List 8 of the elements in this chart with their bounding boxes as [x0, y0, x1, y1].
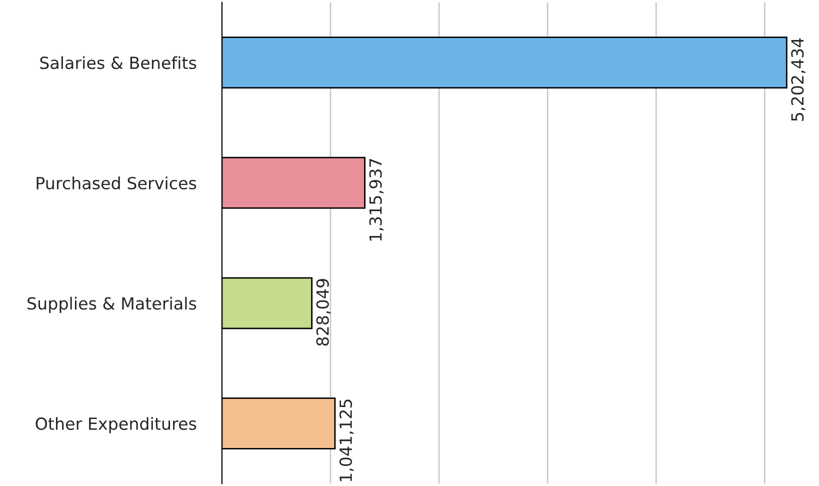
y-tick-label: Supplies & Materials	[28, 296, 196, 313]
data-label: 5,202,434	[791, 38, 806, 121]
y-tick-label: Other Expenditures	[36, 417, 196, 434]
y-tick-label: Salaries & Benefits	[40, 56, 196, 70]
data-label: 828,049	[316, 279, 331, 346]
y-tick-label: Purchased Services	[36, 176, 196, 190]
data-label: 1,315,937	[369, 159, 384, 241]
data-label: 1,041,125	[339, 400, 354, 482]
